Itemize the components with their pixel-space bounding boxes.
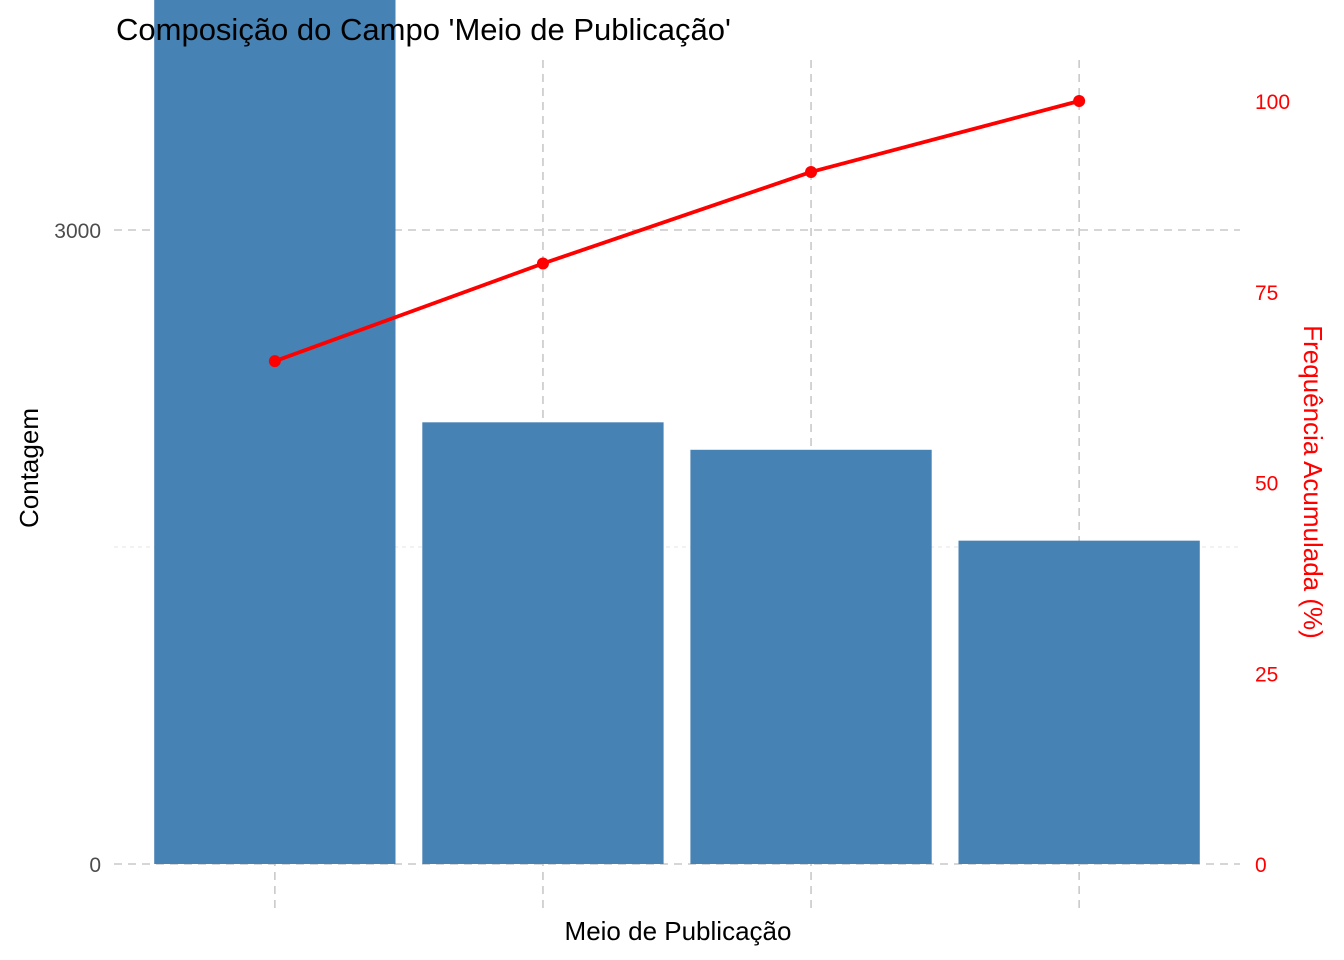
secondary-y-axis-title: Frequência Acumulada (%) (1298, 325, 1328, 639)
cumulative-point (268, 355, 281, 368)
bar (958, 540, 1200, 864)
bar (690, 449, 932, 864)
cumulative-point (1073, 95, 1086, 107)
y-tick-label: 3000 (54, 220, 101, 243)
y2-tick-label: 50 (1255, 473, 1278, 496)
y-axis-title: Contagem (14, 408, 44, 528)
cumulative-line-series (268, 95, 1086, 368)
bar (422, 422, 664, 864)
axis-ticks: 03000600090000255075100 (54, 91, 1290, 877)
y2-tick-label: 75 (1255, 282, 1278, 305)
cumulative-point (805, 165, 818, 178)
y-tick-label: 0 (89, 854, 101, 877)
cumulative-line (274, 99, 1080, 363)
cumulative-point (536, 257, 549, 270)
bar-series (154, 0, 1200, 864)
y2-tick-label: 0 (1255, 854, 1267, 877)
y2-tick-label: 25 (1255, 663, 1278, 686)
x-axis-title: Meio de Publicação (565, 916, 792, 946)
bar (154, 0, 396, 864)
chart-title: Composição do Campo 'Meio de Publicação' (116, 12, 731, 47)
y2-tick-label: 100 (1255, 91, 1290, 114)
